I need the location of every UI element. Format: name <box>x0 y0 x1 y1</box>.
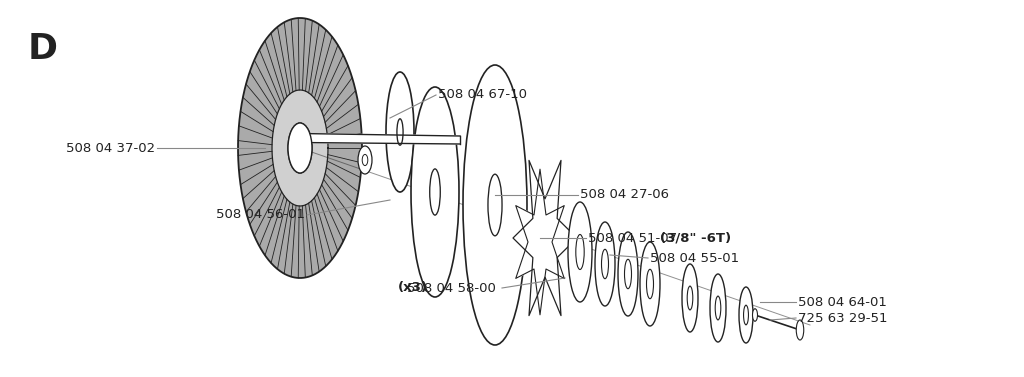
Ellipse shape <box>358 146 372 174</box>
Ellipse shape <box>463 65 527 345</box>
Ellipse shape <box>753 309 758 321</box>
Text: 508 04 67-10: 508 04 67-10 <box>438 89 527 101</box>
Ellipse shape <box>288 123 312 173</box>
Ellipse shape <box>601 249 608 279</box>
Ellipse shape <box>238 18 362 278</box>
Ellipse shape <box>797 320 804 340</box>
Text: (x3): (x3) <box>398 282 428 294</box>
Text: 508 04 37-02: 508 04 37-02 <box>66 141 155 155</box>
Ellipse shape <box>568 202 592 302</box>
Text: (3/8" -6T): (3/8" -6T) <box>659 231 731 245</box>
Polygon shape <box>516 169 564 315</box>
Ellipse shape <box>488 174 502 236</box>
Text: 508 04 51-07: 508 04 51-07 <box>588 231 681 245</box>
Text: 508 04 58-00: 508 04 58-00 <box>407 282 500 294</box>
Ellipse shape <box>646 269 653 299</box>
Ellipse shape <box>618 232 638 316</box>
Text: 508 04 55-01: 508 04 55-01 <box>650 251 739 265</box>
Ellipse shape <box>710 274 726 342</box>
Ellipse shape <box>272 90 328 206</box>
Polygon shape <box>300 133 460 144</box>
Text: D: D <box>28 32 58 66</box>
Ellipse shape <box>397 119 403 145</box>
Ellipse shape <box>575 234 585 270</box>
Ellipse shape <box>743 305 749 325</box>
Ellipse shape <box>386 72 414 192</box>
Text: 508 04 64-01: 508 04 64-01 <box>798 296 887 308</box>
Ellipse shape <box>640 242 660 326</box>
Ellipse shape <box>739 287 753 343</box>
Polygon shape <box>513 160 577 316</box>
Ellipse shape <box>430 169 440 215</box>
Text: 725 63 29-51: 725 63 29-51 <box>798 311 888 325</box>
Ellipse shape <box>362 155 368 166</box>
Ellipse shape <box>288 123 312 173</box>
Text: 508 04 56-01: 508 04 56-01 <box>216 208 305 222</box>
Ellipse shape <box>595 222 615 306</box>
Ellipse shape <box>715 296 721 320</box>
Ellipse shape <box>682 264 698 332</box>
Text: 508 04 27-06: 508 04 27-06 <box>580 188 669 201</box>
Ellipse shape <box>625 259 632 289</box>
Ellipse shape <box>411 87 459 297</box>
Ellipse shape <box>687 286 693 310</box>
